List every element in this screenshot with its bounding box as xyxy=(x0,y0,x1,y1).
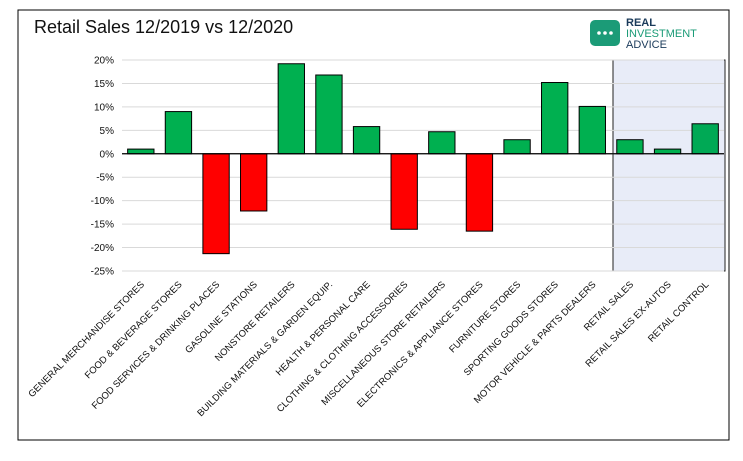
y-tick-label: 15% xyxy=(94,79,114,90)
y-tick-label: 10% xyxy=(94,102,114,113)
bar xyxy=(315,74,343,155)
bar xyxy=(202,153,230,255)
y-tick-label: -20% xyxy=(91,243,114,254)
bar xyxy=(390,153,418,230)
y-tick-label: 0% xyxy=(100,149,115,160)
bar xyxy=(578,105,606,155)
logo-text: ADVICE xyxy=(626,39,667,51)
y-tick-label: -10% xyxy=(91,196,114,207)
bar xyxy=(164,111,193,155)
y-tick-label: -5% xyxy=(96,173,114,184)
bar xyxy=(428,131,456,155)
bar xyxy=(127,148,155,155)
bar xyxy=(277,63,305,155)
y-tick-label: -15% xyxy=(91,220,114,231)
bar xyxy=(465,153,494,232)
y-tick-label: -25% xyxy=(91,267,114,278)
bar xyxy=(503,139,531,155)
logo-text: REAL xyxy=(626,17,656,29)
bar xyxy=(691,123,719,155)
bar xyxy=(653,148,682,155)
bar xyxy=(541,82,569,155)
chart-frame xyxy=(17,9,730,441)
bar xyxy=(240,153,268,212)
bar xyxy=(616,139,644,155)
highlight-box xyxy=(612,59,726,272)
y-tick-label: 20% xyxy=(94,56,114,67)
logo-dot xyxy=(597,31,601,35)
logo-dot xyxy=(609,31,613,35)
y-tick-label: 5% xyxy=(100,126,115,137)
chart-title: Retail Sales 12/2019 vs 12/2020 xyxy=(34,17,293,37)
logo-text: INVESTMENT xyxy=(626,28,697,40)
logo-dot xyxy=(603,31,607,35)
bar xyxy=(352,126,381,155)
